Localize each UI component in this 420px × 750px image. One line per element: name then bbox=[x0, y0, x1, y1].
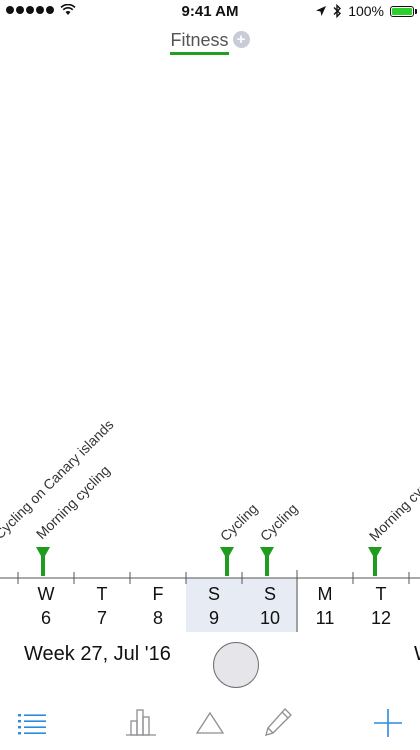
tick-marks bbox=[17, 572, 410, 584]
week-label: Week 27, Jul '16 bbox=[24, 643, 171, 665]
day-letter: S bbox=[264, 584, 276, 604]
day-letter: T bbox=[97, 584, 108, 604]
day-number: 8 bbox=[153, 608, 163, 628]
battery-percent: 100% bbox=[348, 3, 384, 19]
next-week-label: W bbox=[414, 643, 420, 666]
day-number: 11 bbox=[316, 608, 335, 628]
triangle-icon[interactable] bbox=[194, 706, 226, 738]
location-arrow-icon bbox=[316, 6, 327, 16]
page-title[interactable]: Fitness bbox=[170, 30, 229, 55]
add-circle-icon[interactable]: + bbox=[232, 31, 250, 48]
status-right: 100% bbox=[315, 3, 417, 19]
list-icon[interactable] bbox=[16, 706, 48, 738]
day-number: 7 bbox=[97, 608, 107, 628]
day-letter: F bbox=[153, 584, 164, 604]
bluetooth-icon bbox=[333, 4, 342, 18]
event-label[interactable]: Cycling bbox=[257, 500, 301, 544]
day-letter: W bbox=[38, 584, 55, 604]
status-left bbox=[6, 4, 76, 16]
day-letter: M bbox=[318, 584, 333, 604]
event-label[interactable]: Morning cycling bbox=[33, 462, 113, 542]
status-bar: 9:41 AM 100% bbox=[0, 0, 420, 26]
today-button[interactable] bbox=[213, 642, 259, 688]
day-number: 9 bbox=[209, 608, 219, 628]
day-number: 12 bbox=[371, 608, 391, 628]
signal-dots-icon bbox=[6, 6, 54, 14]
day-number: 10 bbox=[260, 608, 280, 628]
bar-chart-icon[interactable] bbox=[125, 706, 157, 738]
weekend-highlight bbox=[186, 578, 298, 632]
header: Fitness + bbox=[0, 30, 420, 55]
pencil-icon[interactable] bbox=[262, 706, 294, 738]
event-marker[interactable] bbox=[36, 547, 50, 576]
event-marker[interactable] bbox=[260, 547, 274, 576]
day-letter: S bbox=[208, 584, 220, 604]
event-label[interactable]: Cycling bbox=[217, 500, 261, 544]
status-time: 9:41 AM bbox=[181, 3, 239, 20]
battery-icon bbox=[390, 5, 417, 17]
tab-bar bbox=[0, 698, 420, 750]
day-number: 6 bbox=[41, 608, 51, 628]
timeline[interactable]: Cycling on Canary islands Morning cyclin… bbox=[0, 400, 420, 640]
event-marker[interactable] bbox=[220, 547, 234, 576]
event-marker[interactable] bbox=[368, 547, 382, 576]
plus-icon[interactable] bbox=[372, 706, 404, 738]
day-letter: T bbox=[376, 584, 387, 604]
event-label[interactable]: Morning cycling bbox=[366, 464, 420, 544]
wifi-icon bbox=[60, 4, 76, 15]
